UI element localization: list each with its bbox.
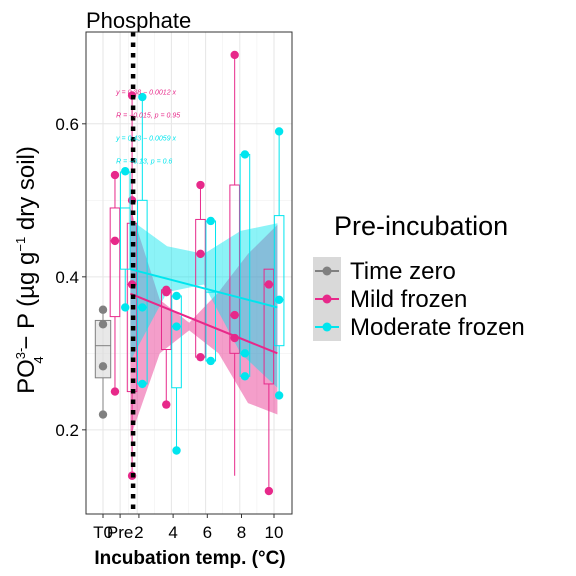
x-tick-label: 4 bbox=[168, 523, 177, 542]
data-point-mild-frozen bbox=[110, 170, 120, 180]
data-point-mild-frozen bbox=[110, 236, 120, 246]
box-moderate-frozen-10 bbox=[273, 215, 285, 347]
data-point-mild-frozen bbox=[230, 310, 239, 320]
y-axis-title-sup2: −1 bbox=[13, 237, 28, 252]
legend-label-mild-frozen: Mild frozen bbox=[350, 286, 467, 313]
data-point-moderate-frozen bbox=[172, 446, 181, 455]
box-mild-frozen-pre bbox=[109, 207, 121, 318]
x-tick-label: 2 bbox=[134, 523, 143, 542]
data-point-mild-frozen bbox=[162, 285, 171, 295]
svg-text:PO3-4 − P (µg g−1 dry soil): PO3-4 − P (µg g−1 dry soil) bbox=[13, 146, 46, 394]
y-axis-title-part-b: − P (µg g bbox=[13, 252, 40, 357]
data-point-moderate-frozen bbox=[206, 216, 215, 226]
y-axis-title: PO3-4 − P (µg g−1 dry soil) bbox=[13, 146, 46, 394]
regression-annotation-1: R = −0.015, p = 0.95 bbox=[116, 113, 180, 120]
legend-label-time-zero: Time zero bbox=[350, 258, 456, 285]
data-point-moderate-frozen bbox=[206, 356, 215, 366]
data-point-mild-frozen bbox=[196, 352, 205, 362]
x-axis-title: Incubation temp. (°C) bbox=[94, 548, 285, 569]
plot-border bbox=[85, 31, 293, 515]
y-axis-title-sup1: 3- bbox=[13, 348, 28, 360]
data-point-time-zero bbox=[98, 362, 108, 371]
data-point-moderate-frozen bbox=[274, 295, 284, 304]
ci-ribbon-moderate-frozen bbox=[130, 219, 278, 388]
trend-line-moderate-frozen bbox=[130, 268, 278, 309]
chart-title: Phosphate bbox=[86, 8, 191, 33]
data-point-moderate-frozen bbox=[121, 167, 130, 176]
x-tick-label: T0 bbox=[93, 523, 113, 542]
x-tick-label: 8 bbox=[237, 523, 246, 542]
box-mild-frozen-10 bbox=[263, 268, 275, 385]
data-point-moderate-frozen bbox=[274, 391, 284, 400]
data-point-moderate-frozen bbox=[274, 127, 284, 136]
data-point-mild-frozen bbox=[196, 180, 205, 190]
legend-title: Pre-incubation bbox=[334, 211, 508, 241]
x-tick-label: 6 bbox=[203, 523, 212, 542]
x-tick-label: 10 bbox=[265, 523, 284, 542]
data-point-mild-frozen bbox=[162, 400, 171, 409]
legend-label-moderate-frozen: Moderate frozen bbox=[350, 314, 525, 341]
data-point-moderate-frozen bbox=[138, 303, 147, 312]
box-mild-frozen-8 bbox=[229, 184, 240, 354]
data-point-moderate-frozen bbox=[240, 150, 250, 159]
y-axis-title-part-c: dry soil) bbox=[13, 146, 40, 237]
legend-key-point-mild-frozen bbox=[322, 294, 332, 304]
x-tick-label: Pre bbox=[107, 523, 133, 542]
regression-annotation-2: y = 0.43 − 0.0059 x bbox=[115, 136, 176, 143]
regression-annotation-0: y = 0.38 − 0.0012 x bbox=[115, 90, 176, 97]
data-point-moderate-frozen bbox=[172, 322, 181, 331]
data-point-mild-frozen bbox=[264, 486, 274, 496]
data-point-moderate-frozen bbox=[138, 379, 147, 389]
data-point-moderate-frozen bbox=[240, 349, 250, 358]
data-point-mild-frozen bbox=[196, 249, 205, 259]
y-tick-label: 0.4 bbox=[55, 268, 79, 287]
legend-key-point-time-zero bbox=[322, 266, 332, 276]
y-tick-label: 0.2 bbox=[55, 421, 79, 440]
data-point-mild-frozen bbox=[264, 280, 274, 289]
y-axis-title-part-a: PO bbox=[13, 359, 40, 394]
data-point-mild-frozen bbox=[230, 50, 239, 60]
data-point-time-zero bbox=[98, 410, 108, 419]
data-point-time-zero bbox=[98, 320, 108, 329]
regression-annotation-3: R = −0.13, p = 0.6 bbox=[116, 159, 172, 166]
data-point-moderate-frozen bbox=[138, 92, 147, 102]
data-point-mild-frozen bbox=[110, 387, 120, 396]
data-point-moderate-frozen bbox=[240, 372, 250, 381]
trend-line-mild-frozen bbox=[129, 292, 278, 355]
data-point-moderate-frozen bbox=[121, 303, 130, 312]
data-point-time-zero bbox=[98, 305, 108, 314]
legend-key-point-moderate-frozen bbox=[322, 322, 332, 332]
y-axis-title-sub1: 4 bbox=[31, 356, 46, 363]
data-point-moderate-frozen bbox=[172, 291, 181, 301]
plot-panel: y = 0.38 − 0.0012 x R = −0.015, p = 0.95 y… bbox=[82, 31, 293, 518]
y-tick-label: 0.6 bbox=[55, 115, 79, 134]
